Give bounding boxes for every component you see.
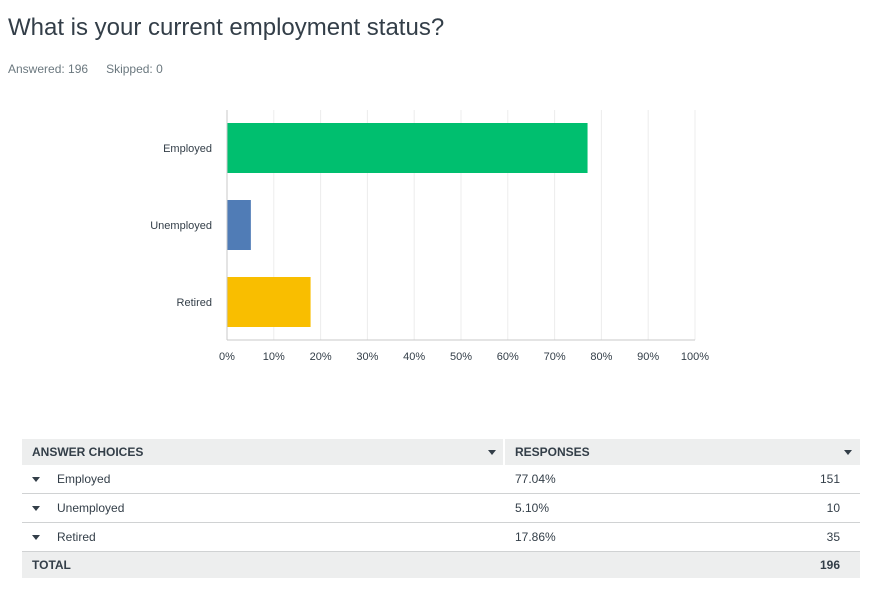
question-title: What is your current employment status?: [8, 14, 445, 41]
table-row: Employed 77.04% 151: [22, 465, 860, 494]
row-expand-icon[interactable]: [32, 523, 40, 551]
x-tick-label: 80%: [590, 351, 612, 363]
chart-axes: 0% 10% 20% 30% 40% 50% 60% 70% 80% 90% 100% Employe…: [150, 110, 709, 363]
x-tick-label: 60%: [497, 351, 519, 363]
bar-employed[interactable]: [227, 123, 588, 173]
x-tick-label: 40%: [403, 351, 425, 363]
category-label: Retired: [177, 297, 212, 309]
x-tick-label: 0%: [219, 351, 235, 363]
x-tick-label: 30%: [356, 351, 378, 363]
total-count: 196: [819, 558, 840, 572]
response-stats: Answered: 196 Skipped: 0: [8, 62, 163, 76]
results-table: ANSWER CHOICES RESPONSES Employed 77.04% 1…: [22, 439, 860, 578]
chart-bars: [227, 123, 588, 327]
bar-chart: 0% 10% 20% 30% 40% 50% 60% 70% 80% 90% 100% Employe…: [150, 110, 709, 363]
answer-choices-header[interactable]: ANSWER CHOICES: [32, 445, 144, 459]
skipped-count: Skipped: 0: [106, 62, 163, 76]
category-label: Unemployed: [150, 220, 212, 232]
row-percent: 5.10%: [515, 501, 550, 515]
row-expand-icon[interactable]: [32, 494, 40, 522]
row-count: 151: [819, 472, 840, 486]
total-label: TOTAL: [32, 558, 71, 572]
row-choice: Unemployed: [57, 501, 125, 515]
answer-choices-sort-icon[interactable]: [488, 439, 496, 465]
table-row: Retired 17.86% 35: [22, 523, 860, 552]
row-choice: Employed: [57, 472, 111, 486]
responses-sort-icon[interactable]: [844, 439, 852, 465]
table-body: Employed 77.04% 151 Unemployed 5.10% 10 Retire…: [22, 465, 860, 552]
category-label: Employed: [163, 143, 212, 155]
row-percent: 77.04%: [515, 472, 556, 486]
answered-count: Answered: 196: [8, 62, 89, 76]
bar-unemployed[interactable]: [227, 200, 251, 250]
x-tick-label: 70%: [544, 351, 566, 363]
x-tick-label: 100%: [681, 351, 709, 363]
table-total-row: TOTAL 196: [22, 552, 860, 578]
responses-header[interactable]: RESPONSES: [515, 445, 590, 459]
row-percent: 17.86%: [515, 530, 556, 544]
x-tick-label: 50%: [450, 351, 472, 363]
table-header-row: ANSWER CHOICES RESPONSES: [22, 439, 860, 465]
row-count: 10: [826, 501, 840, 515]
row-expand-icon[interactable]: [32, 465, 40, 493]
table-row: Unemployed 5.10% 10: [22, 494, 860, 523]
row-count: 35: [826, 530, 840, 544]
x-tick-label: 10%: [263, 351, 285, 363]
x-tick-label: 90%: [637, 351, 659, 363]
bar-retired[interactable]: [227, 277, 311, 327]
row-choice: Retired: [57, 530, 96, 544]
x-tick-label: 20%: [310, 351, 332, 363]
